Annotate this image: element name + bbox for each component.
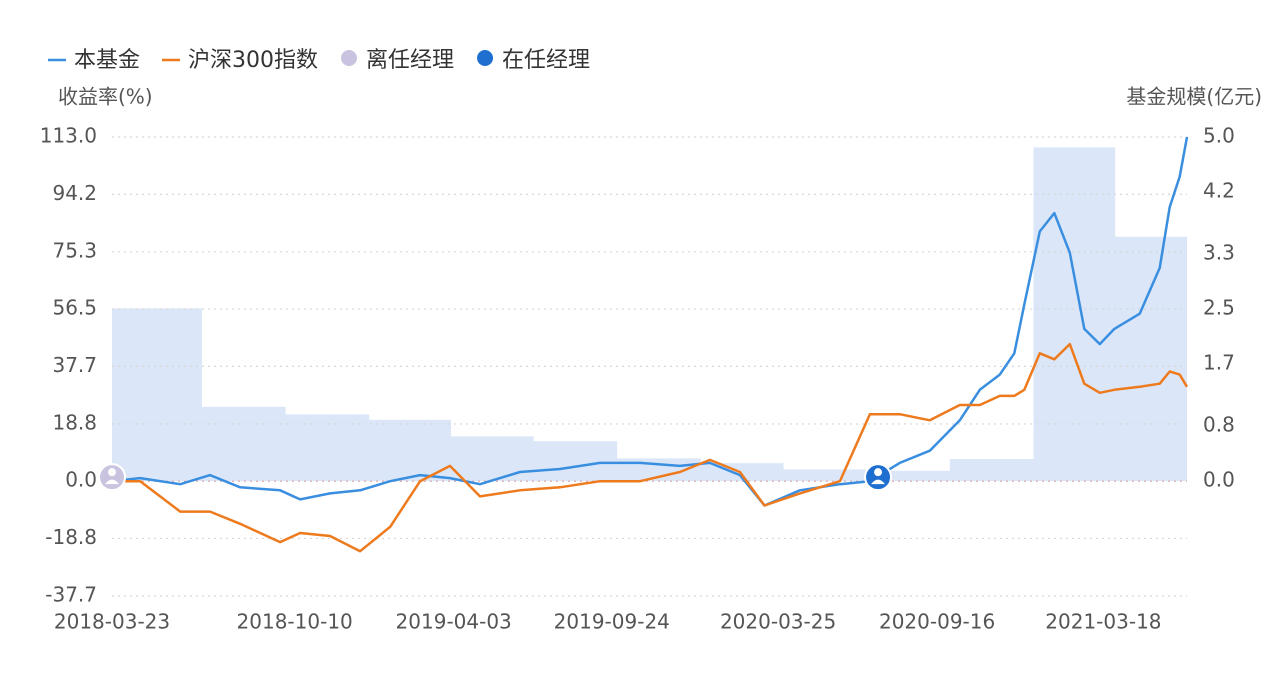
x-tick-label: 2020-03-25	[720, 610, 836, 634]
marker-head	[874, 468, 883, 477]
y2-tick-label: 0.8	[1203, 413, 1235, 437]
legend-label: 离任经理	[366, 48, 454, 73]
scale-area	[112, 147, 1187, 482]
y2-tick-label: 3.3	[1203, 240, 1235, 264]
y-tick-label: 18.8	[52, 410, 97, 434]
y-tick-label: 56.5	[52, 296, 97, 320]
x-tick-label: 2018-10-10	[237, 610, 353, 634]
y2-tick-label: 1.7	[1203, 351, 1235, 375]
series-line	[112, 342, 1189, 553]
legend: 本基金 沪深300指数 离任经理 在任经理	[48, 48, 590, 73]
y2-tick-label: 2.5	[1203, 296, 1235, 320]
y-tick-label: 94.2	[52, 181, 97, 205]
legend-label: 沪深300指数	[188, 48, 318, 73]
x-tick-label: 2020-09-16	[879, 610, 995, 634]
legend-label: 本基金	[74, 48, 140, 73]
y-tick-label: 37.7	[52, 353, 97, 377]
y-tick-label: 113.0	[40, 124, 97, 148]
legend-swatch	[341, 50, 358, 66]
series-line	[111, 136, 1189, 507]
y-tick-label: 75.3	[52, 238, 97, 262]
legend-label: 在任经理	[502, 48, 590, 73]
y-tick-label: 0.0	[65, 468, 97, 492]
y-axis-label: 收益率(%)	[58, 85, 153, 109]
y2-tick-label: 4.2	[1203, 179, 1235, 203]
marker-head	[108, 468, 116, 477]
y-tick-label: -37.7	[45, 583, 97, 607]
x-tick-label: 2018-03-23	[54, 610, 170, 634]
x-tick-label: 2019-04-03	[396, 610, 512, 634]
y-tick-label: -18.8	[45, 525, 97, 549]
manager-marker	[864, 463, 893, 492]
marker-body	[871, 479, 886, 485]
marker-body	[105, 479, 119, 485]
manager-marker	[98, 463, 126, 492]
legend-swatch	[477, 50, 494, 66]
x-tick-label: 2019-09-24	[554, 610, 670, 634]
y2-axis-label: 基金规模(亿元)	[1126, 85, 1262, 109]
y2-tick-label: 0.0	[1203, 468, 1235, 492]
x-tick-label: 2021-03-18	[1045, 610, 1161, 634]
y2-tick-label: 5.0	[1203, 124, 1235, 148]
